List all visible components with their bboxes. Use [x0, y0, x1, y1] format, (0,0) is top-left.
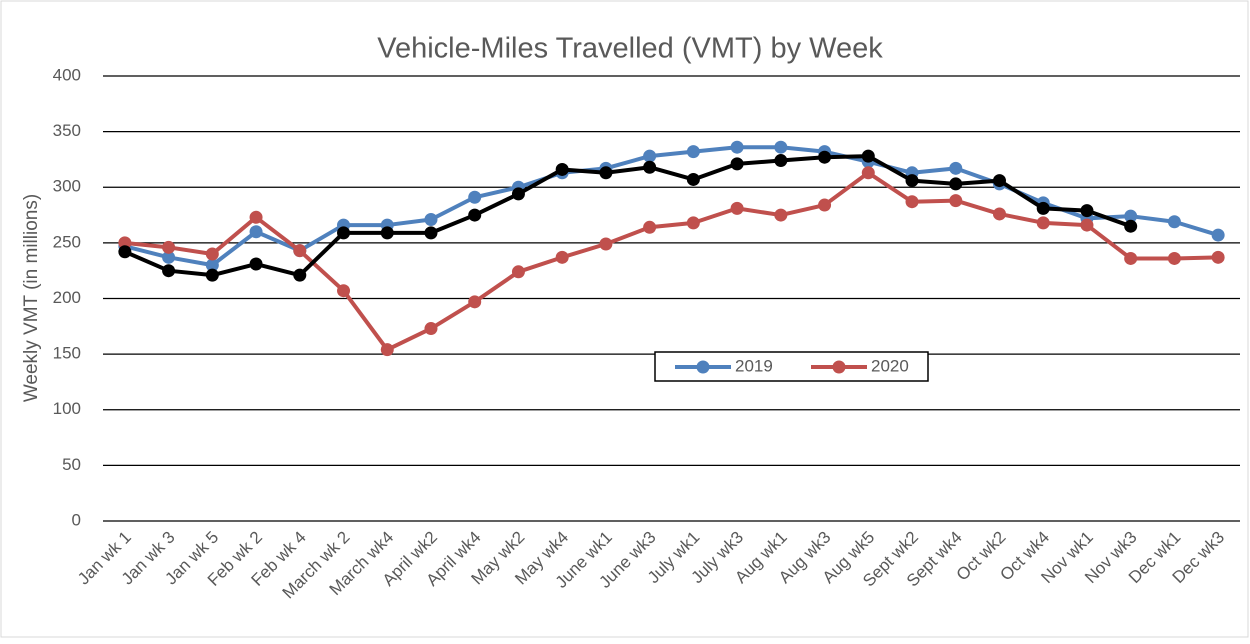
data-point	[337, 226, 351, 240]
y-tick-label: 400	[53, 65, 81, 84]
data-point	[468, 190, 482, 204]
data-point	[1124, 251, 1138, 265]
data-point	[293, 268, 307, 282]
data-point	[643, 160, 657, 174]
data-point	[118, 236, 132, 250]
data-point	[1036, 201, 1050, 215]
data-point	[730, 157, 744, 171]
data-point	[249, 210, 263, 224]
data-point	[774, 140, 788, 154]
data-point	[249, 225, 263, 239]
data-point	[511, 187, 525, 201]
y-tick-label: 300	[53, 177, 81, 196]
data-point	[337, 284, 351, 298]
data-point	[293, 244, 307, 258]
data-point	[992, 174, 1006, 188]
data-point	[599, 237, 613, 251]
data-point	[949, 194, 963, 208]
data-point	[205, 258, 219, 272]
data-point	[1211, 228, 1225, 242]
legend-marker	[832, 360, 846, 374]
data-point	[992, 207, 1006, 221]
data-point	[249, 257, 263, 271]
y-tick-label: 350	[53, 121, 81, 140]
data-point	[686, 216, 700, 230]
data-point	[424, 322, 438, 336]
data-point	[643, 220, 657, 234]
data-point	[162, 240, 176, 254]
data-point	[643, 149, 657, 163]
data-point	[1124, 209, 1138, 223]
data-point	[905, 195, 919, 209]
series-line	[124, 170, 1219, 352]
data-point	[730, 201, 744, 215]
data-point	[511, 265, 525, 279]
data-point	[730, 140, 744, 154]
data-point	[205, 268, 219, 282]
data-point	[555, 162, 569, 176]
data-point	[162, 250, 176, 264]
data-point	[1211, 250, 1225, 264]
data-point	[861, 149, 875, 163]
data-point	[555, 250, 569, 264]
y-tick-label: 50	[62, 455, 81, 474]
legend-marker	[696, 360, 710, 374]
data-point	[468, 295, 482, 309]
data-point	[905, 174, 919, 188]
y-tick-label: 0	[72, 510, 81, 529]
y-tick-label: 150	[53, 344, 81, 363]
data-point	[949, 161, 963, 175]
data-point	[424, 226, 438, 240]
series-line	[124, 154, 1132, 278]
y-axis-label: Weekly VMT (in millions)	[21, 194, 42, 402]
data-point	[380, 343, 394, 357]
data-point	[1080, 218, 1094, 232]
data-point	[162, 264, 176, 278]
data-point	[1124, 219, 1138, 233]
legend-label: 2019	[735, 356, 773, 375]
series-line	[124, 145, 1219, 268]
data-point	[1036, 216, 1050, 230]
data-point	[205, 247, 219, 261]
data-point	[1167, 251, 1181, 265]
data-point	[818, 150, 832, 164]
data-point	[949, 177, 963, 191]
y-tick-label: 250	[53, 232, 81, 251]
data-point	[424, 213, 438, 227]
data-point	[380, 226, 394, 240]
data-point	[118, 245, 132, 259]
data-point	[1167, 215, 1181, 229]
data-point	[686, 145, 700, 159]
data-point	[599, 166, 613, 180]
y-tick-label: 100	[53, 399, 81, 418]
chart-title: Vehicle-Miles Travelled (VMT) by Week	[377, 33, 883, 65]
legend-label: 2020	[871, 356, 909, 375]
data-point	[686, 172, 700, 186]
data-point	[774, 154, 788, 168]
data-point	[468, 208, 482, 222]
data-point	[1080, 204, 1094, 218]
y-tick-label: 200	[53, 288, 81, 307]
data-point	[818, 198, 832, 212]
data-point	[861, 166, 875, 180]
data-point	[774, 208, 788, 222]
